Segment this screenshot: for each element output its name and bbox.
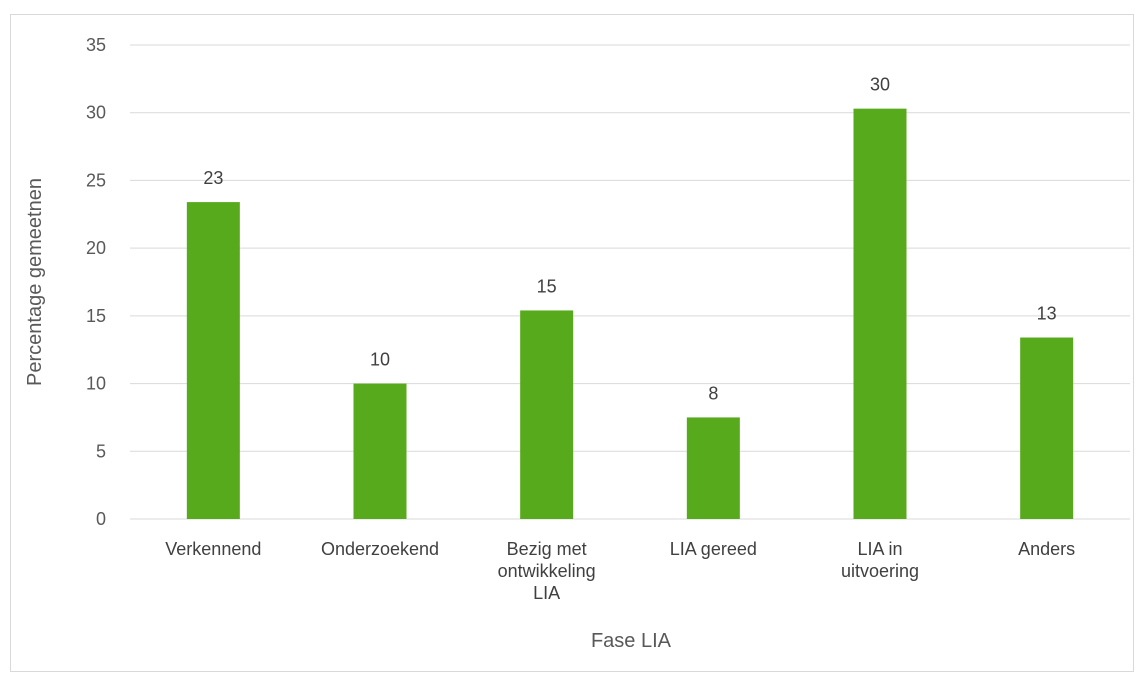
data-label: 30 [870,75,890,95]
y-tick-label: 35 [86,35,106,55]
data-label: 15 [537,276,557,296]
x-category-label: Onderzoekend [321,539,439,559]
x-axis-title: Fase LIA [591,630,672,652]
data-label: 8 [708,383,718,403]
y-tick-label: 30 [86,103,106,123]
gridlines [130,44,1130,520]
x-category-label: LIA in [857,539,902,559]
x-category-label: Bezig met [507,539,587,559]
bar [186,202,240,519]
y-axis-ticks: 0 5 10 15 20 25 30 35 [86,35,106,529]
x-axis-categories: Verkennend Onderzoekend Bezig metontwikkel… [165,539,1075,603]
y-tick-label: 5 [96,441,106,461]
x-category-label: Verkennend [165,539,261,559]
x-category-label: Anders [1018,539,1075,559]
data-label: 23 [203,168,223,188]
bar [353,383,407,519]
data-label: 13 [1037,304,1057,324]
y-tick-label: 0 [96,509,106,529]
data-label: 10 [370,350,390,370]
bar [686,417,740,519]
bar [520,310,574,519]
y-tick-label: 10 [86,374,106,394]
bar [853,108,907,519]
bars [186,108,1074,519]
data-labels: 23 10 15 8 30 13 [203,75,1056,404]
x-category-label: LIA gereed [670,539,757,559]
bar [1020,337,1074,519]
x-category-label: ontwikkeling [498,561,596,581]
x-category-label: LIA [533,583,560,603]
y-tick-label: 20 [86,238,106,258]
y-tick-label: 25 [86,170,106,190]
y-axis-title: Percentage gemeetnen [24,178,46,386]
x-category-label: uitvoering [841,561,919,581]
y-tick-label: 15 [86,306,106,326]
